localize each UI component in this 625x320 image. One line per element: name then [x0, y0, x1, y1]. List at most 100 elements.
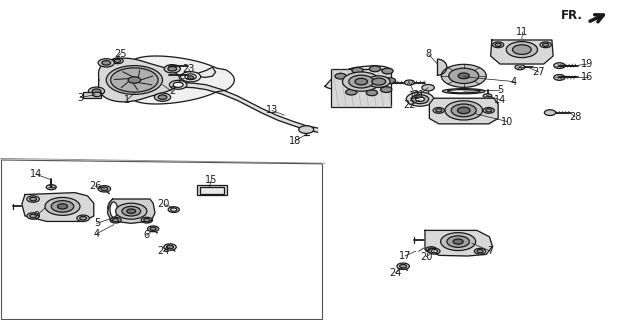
- Circle shape: [164, 244, 176, 250]
- Circle shape: [474, 248, 486, 254]
- Ellipse shape: [110, 202, 118, 217]
- Circle shape: [164, 65, 181, 73]
- Polygon shape: [99, 58, 180, 102]
- Circle shape: [542, 43, 549, 46]
- Polygon shape: [197, 67, 216, 77]
- Circle shape: [150, 227, 156, 230]
- Bar: [331, 69, 391, 107]
- Circle shape: [168, 67, 177, 71]
- Text: 5: 5: [94, 218, 100, 228]
- Circle shape: [458, 107, 470, 114]
- Text: 21: 21: [412, 90, 425, 100]
- Text: 2: 2: [169, 86, 175, 96]
- Text: 14: 14: [494, 95, 506, 105]
- Circle shape: [441, 233, 476, 251]
- Circle shape: [400, 264, 407, 268]
- Circle shape: [88, 87, 104, 95]
- Circle shape: [495, 43, 501, 46]
- Circle shape: [114, 59, 121, 62]
- Text: 20: 20: [158, 199, 170, 209]
- Circle shape: [451, 104, 476, 117]
- Circle shape: [58, 204, 68, 209]
- Circle shape: [368, 76, 390, 87]
- Circle shape: [106, 66, 162, 94]
- Ellipse shape: [107, 200, 120, 220]
- Text: 13: 13: [266, 105, 278, 116]
- Polygon shape: [438, 59, 447, 75]
- Ellipse shape: [442, 89, 485, 94]
- Polygon shape: [122, 56, 234, 104]
- Circle shape: [46, 185, 56, 190]
- Text: 25: 25: [114, 49, 127, 59]
- Text: 18: 18: [289, 136, 301, 146]
- Polygon shape: [429, 98, 498, 124]
- Circle shape: [477, 250, 483, 253]
- Circle shape: [515, 65, 525, 70]
- Circle shape: [429, 248, 440, 254]
- Text: 5: 5: [497, 85, 503, 95]
- Circle shape: [426, 247, 437, 252]
- Circle shape: [127, 209, 136, 213]
- Polygon shape: [491, 40, 553, 64]
- Circle shape: [404, 80, 414, 85]
- Circle shape: [449, 68, 479, 84]
- Text: 16: 16: [581, 72, 594, 82]
- Circle shape: [483, 108, 494, 113]
- Circle shape: [92, 89, 101, 93]
- Text: 12: 12: [409, 91, 422, 101]
- Polygon shape: [325, 66, 391, 93]
- Text: 19: 19: [581, 59, 594, 69]
- Circle shape: [98, 59, 114, 67]
- Circle shape: [27, 196, 39, 202]
- Circle shape: [355, 78, 367, 85]
- Text: 28: 28: [569, 112, 581, 122]
- Text: 17: 17: [399, 251, 411, 261]
- Text: FR.: FR.: [561, 9, 582, 22]
- Circle shape: [154, 93, 171, 101]
- Circle shape: [141, 217, 152, 223]
- Circle shape: [101, 187, 108, 191]
- Circle shape: [102, 60, 111, 65]
- Text: 24: 24: [389, 268, 402, 278]
- Bar: [82, 92, 101, 98]
- Text: 15: 15: [205, 175, 217, 185]
- Circle shape: [122, 206, 141, 216]
- Text: 22: 22: [403, 100, 416, 110]
- Circle shape: [447, 236, 469, 247]
- Circle shape: [30, 214, 36, 218]
- Circle shape: [110, 217, 121, 223]
- Circle shape: [77, 215, 89, 221]
- Circle shape: [406, 92, 434, 106]
- Circle shape: [335, 73, 346, 79]
- Circle shape: [342, 72, 380, 91]
- Text: 6: 6: [144, 230, 150, 240]
- Circle shape: [397, 263, 409, 269]
- Circle shape: [431, 250, 437, 253]
- Circle shape: [188, 76, 194, 79]
- Text: 26: 26: [89, 181, 101, 191]
- Circle shape: [45, 197, 80, 215]
- Circle shape: [80, 217, 86, 220]
- Circle shape: [433, 108, 444, 113]
- Text: 8: 8: [426, 49, 432, 60]
- Circle shape: [181, 72, 201, 82]
- Circle shape: [411, 95, 429, 104]
- Circle shape: [453, 239, 463, 244]
- Circle shape: [168, 207, 179, 212]
- Circle shape: [483, 94, 492, 98]
- Circle shape: [554, 75, 565, 80]
- Polygon shape: [107, 199, 155, 223]
- Bar: [197, 185, 227, 195]
- Circle shape: [372, 78, 386, 85]
- Polygon shape: [22, 193, 94, 221]
- Circle shape: [512, 45, 531, 54]
- Polygon shape: [425, 230, 493, 256]
- Text: 24: 24: [158, 246, 170, 256]
- Circle shape: [445, 101, 483, 120]
- Circle shape: [486, 109, 492, 112]
- Circle shape: [148, 226, 159, 232]
- Circle shape: [384, 78, 396, 84]
- Text: 4: 4: [94, 228, 100, 239]
- Circle shape: [166, 245, 174, 249]
- Text: 7: 7: [488, 246, 494, 256]
